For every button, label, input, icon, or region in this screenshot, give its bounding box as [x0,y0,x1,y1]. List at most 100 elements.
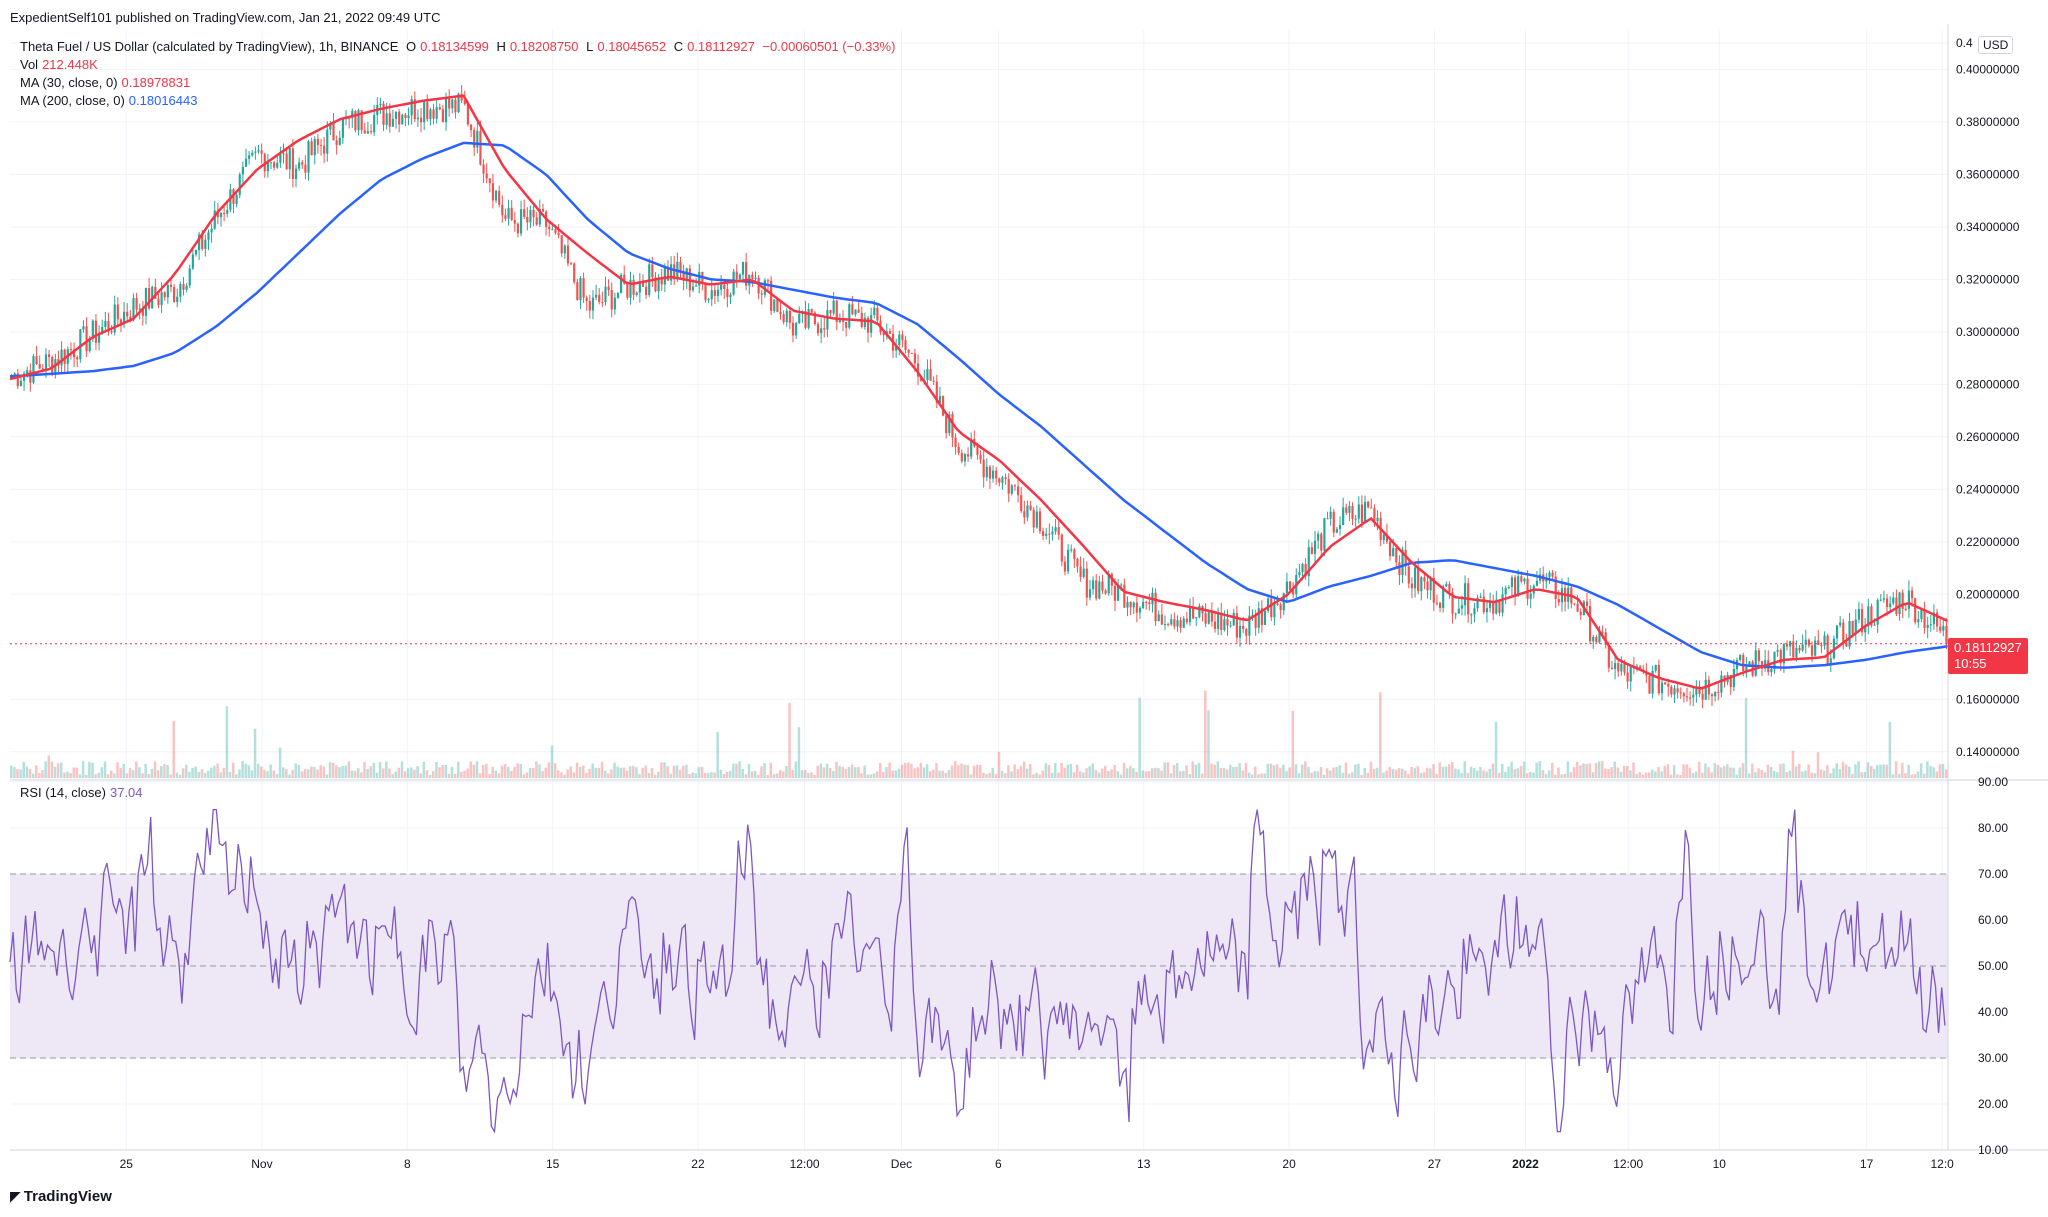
volume-bar [494,770,498,778]
volume-bar [913,768,916,778]
volume-bar [1091,763,1095,778]
rsi-legend: RSI (14, close) 37.04 [20,785,147,800]
rsi-tick-label: 70.00 [1978,867,2008,881]
volume-bar [16,769,19,778]
rsi-label: RSI (14, close) [20,785,106,800]
candle-body [1760,661,1764,669]
candle-body [1917,619,1920,623]
volume-bar [428,774,432,778]
tradingview-logo[interactable]: ◤ TradingView [10,1188,112,1205]
volume-bar [113,773,116,778]
candle-body [1910,590,1914,599]
candle-body [1732,669,1735,688]
candle-body [38,364,41,369]
candle-body [1835,625,1839,639]
candle-body [1854,619,1857,635]
volume-bar [1135,771,1138,778]
currency-badge[interactable]: USD [1978,36,2014,54]
candle-body [1048,533,1051,535]
volume-bar [1460,772,1463,778]
candle-body [1057,527,1060,535]
volume-bar [325,774,329,778]
volume-bar [1910,774,1913,778]
volume-bar [1410,766,1413,778]
volume-bar [1044,763,1048,778]
volume-bar [1776,772,1779,778]
candle-body [826,310,829,330]
volume-bar [288,774,291,778]
volume-bar [413,769,416,778]
candle-body [1945,626,1948,644]
candle-body [1229,625,1232,627]
candle-body [1442,586,1445,609]
candle-body [695,285,698,287]
candle-body [1101,581,1104,591]
volume-bar [1107,771,1110,778]
candle-body [1488,601,1492,609]
candle-body [963,454,967,462]
candle-body [1523,578,1526,582]
volume-bar [1138,697,1141,778]
candle-body [832,300,835,314]
volume-bar [1676,774,1679,778]
candle-body [1104,590,1107,594]
candle-body [773,299,776,312]
candle-body [1770,669,1773,673]
volume-bar [1626,765,1629,778]
candle-body [1620,663,1623,672]
candle-body [176,296,179,303]
candle-body [1454,613,1457,615]
candle-body [304,164,307,173]
candle-body [1413,567,1417,589]
volume-bar [456,761,460,778]
volume-bar [1497,772,1501,778]
volume-bar [507,766,510,778]
volume-bar [797,727,801,778]
candle-body [951,414,954,438]
candle-body [1207,612,1210,624]
candle-body [388,113,391,127]
volume-bar [1822,770,1826,778]
candle-body [1098,581,1101,599]
candle-body [1117,584,1120,601]
candle-body [1870,606,1873,626]
candle-body [466,104,470,125]
candle-body [816,323,820,334]
volume-bar [1157,768,1160,778]
candle-body [1654,664,1657,671]
volume-bar [1629,770,1632,778]
candle-body [1848,620,1851,647]
candle-body [1132,602,1135,608]
candle-body [985,466,988,478]
candle-body [1173,619,1176,627]
volume-bar [1891,774,1895,778]
volume-bar [1313,771,1316,778]
volume-bar [35,765,38,778]
volume-bar [410,767,413,778]
volume-bar [628,766,632,778]
candle-body [1860,609,1864,633]
volume-bar [1213,764,1216,778]
candle-body [1429,577,1432,591]
volume-bar [1707,767,1710,778]
candle-body [954,437,957,447]
volume-bar [813,774,816,778]
candle-body [260,150,263,154]
symbol-title: Theta Fuel / US Dollar (calculated by Tr… [20,39,399,54]
volume-bar [538,764,541,778]
candle-body [494,191,498,201]
time-tick-label: Nov [251,1157,272,1171]
volume-bar [775,773,779,778]
candle-body [1682,693,1685,697]
open-label: O [406,39,417,54]
volume-bar [300,771,304,778]
candle-body [279,154,282,163]
candle-body [29,370,32,383]
candle-body [1154,592,1157,622]
volume-bar [1572,767,1576,778]
candle-body [1307,547,1310,577]
volume-bar [1722,766,1726,778]
candle-body [1148,602,1151,605]
volume-bar [903,763,907,778]
